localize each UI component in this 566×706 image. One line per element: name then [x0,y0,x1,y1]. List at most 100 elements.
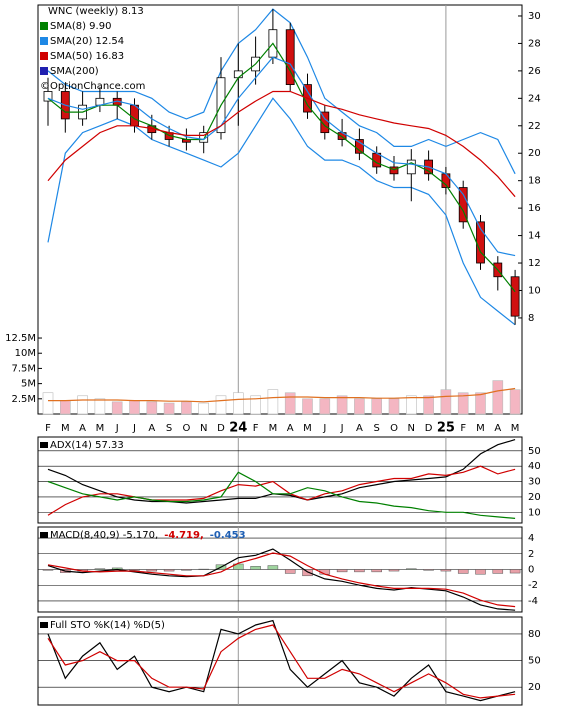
series-line [47,624,516,699]
histogram-bar [163,569,175,572]
series-line [47,42,516,293]
y-tick-label: 14 [528,231,541,242]
histogram-bar [423,569,434,571]
y-tick-label: 16 [528,203,541,214]
x-tick-label: O [390,423,398,434]
histogram-bar [509,569,521,574]
x-tick-label: A [287,423,294,434]
candle-body [389,166,399,175]
candle-body [233,70,243,79]
candle-body [510,276,520,317]
panel-title: -0.453 [210,530,246,541]
legend-swatch [40,37,48,45]
series-line [47,471,516,519]
x-tick-label: D [217,423,225,434]
legend-label: SMA(200) [50,66,99,77]
x-tick-label: 24 [229,421,247,436]
x-tick-label: D [425,423,433,434]
volume-bar [388,398,400,415]
x-tick-label: F [460,423,466,434]
y-tick-label: 0 [528,565,534,576]
volume-bar [267,389,279,415]
panel-title: -4.719, [164,530,204,541]
legend-label: SMA(8) 9.90 [50,21,111,32]
volume-tick-label: 10M [15,348,36,359]
histogram-bar [250,566,261,570]
x-tick-label: J [132,423,136,434]
panel-frame [37,616,523,706]
y-tick-label: -4 [528,596,538,607]
y-tick-label: 18 [528,176,541,187]
x-tick-label: F [45,423,51,434]
candle-body [354,139,364,154]
volume-bar [440,389,452,415]
histogram-bar [492,569,504,574]
series-line [47,56,516,257]
volume-bar [405,395,417,415]
volume-bar [94,398,106,415]
series-line [47,465,516,516]
series-line [47,552,516,608]
histogram-bar [233,563,244,570]
volume-bar [77,395,88,415]
x-tick-label: J [322,423,326,434]
y-tick-label: 10 [528,285,541,296]
volume-bar [198,402,209,415]
x-tick-label: M [61,423,70,434]
x-tick-label: A [494,423,501,434]
legend-swatch [40,22,48,30]
watermark: ©OptionChance.com [40,81,145,92]
histogram-bar [302,569,313,577]
histogram-bar [129,569,140,571]
volume-bar [319,398,331,415]
x-tick-label: J [340,423,344,434]
volume-bar [509,389,521,415]
x-tick-label: S [166,423,172,434]
x-tick-label: A [148,423,155,434]
legend-swatch [40,67,48,75]
x-tick-label: N [408,423,415,434]
volume-bar [233,392,244,415]
y-tick-label: 4 [528,533,534,544]
volume-bar [423,395,434,415]
y-tick-label: 8 [528,313,534,324]
panel-frame [37,436,523,524]
x-tick-label: M [96,423,105,434]
histogram-bar [440,569,452,572]
candle-body [43,91,53,102]
y-tick-label: 80 [528,629,541,640]
histogram-bar [336,569,348,573]
title-icon [40,442,48,448]
y-tick-label: 20 [528,148,541,159]
panel-title: ADX(14) 57.33 [50,440,124,451]
histogram-bar [267,565,279,570]
x-tick-label: M [476,423,485,434]
title-icon [40,622,48,628]
x-tick-label: M [269,423,278,434]
volume-bar [163,402,175,415]
volume-bar [336,395,348,415]
panel-frame [37,4,523,415]
volume-tick-label: 12.5M [5,333,36,344]
candle-body [199,132,209,143]
y-tick-label: 50 [528,656,541,667]
volume-bar [250,395,261,415]
y-tick-label: -2 [528,580,538,591]
histogram-bar [354,569,365,573]
y-tick-label: 24 [528,93,541,104]
x-tick-label: F [253,423,259,434]
x-tick-label: S [374,423,380,434]
volume-tick-label: 5M [21,379,36,390]
series-line [47,90,516,198]
x-tick-label: 25 [437,421,455,436]
volume-bar [302,398,313,415]
y-tick-label: 40 [528,461,541,472]
x-tick-label: N [200,423,207,434]
candle-body [130,104,139,127]
legend-label: SMA(50) 16.83 [50,51,124,62]
volume-bar [457,392,469,415]
y-tick-label: 28 [528,38,541,49]
y-tick-label: 30 [528,11,541,22]
volume-tick-label: 2.5M [11,394,36,405]
